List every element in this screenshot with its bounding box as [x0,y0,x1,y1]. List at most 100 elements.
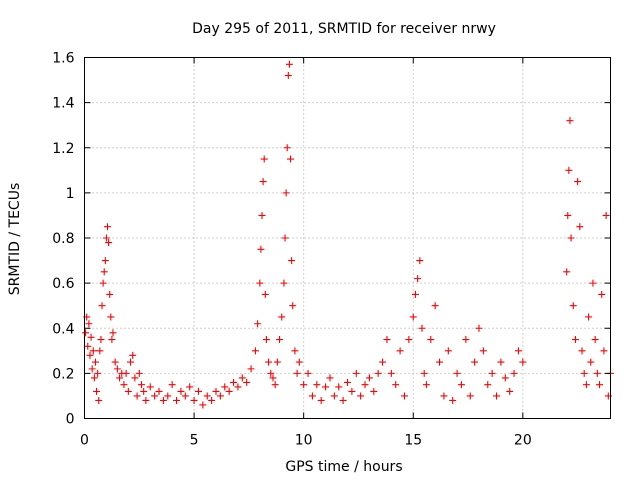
data-point [466,392,474,400]
data-point [488,369,496,377]
y-tick-label: 0.6 [52,276,74,292]
data-point [282,189,290,197]
data-point [265,358,273,366]
y-tick-label: 0.8 [52,231,74,247]
data-point [462,336,470,344]
data-point [234,383,242,391]
data-point [574,178,582,186]
data-point [411,290,419,298]
data-point [260,155,268,163]
data-point [190,396,198,404]
data-point [212,387,220,395]
data-point [177,387,185,395]
data-point [273,358,281,366]
data-point [238,374,246,382]
data-point [124,387,132,395]
data-point [140,387,148,395]
data-point [289,302,297,310]
data-point [91,358,99,366]
data-point [304,369,312,377]
data-point [440,392,448,400]
data-point [326,374,334,382]
data-point [256,279,264,287]
data-point [569,302,577,310]
data-point [93,387,101,395]
data-point [159,396,167,404]
data-point [300,381,308,389]
data-point [82,329,90,337]
data-point [164,392,172,400]
data-point [109,329,117,337]
data-point [127,358,135,366]
data-point [94,369,102,377]
data-point [243,378,251,386]
y-tick-label: 1.6 [52,51,74,67]
data-point [106,290,114,298]
data-point [501,374,509,382]
data-point [120,381,128,389]
data-point [422,381,430,389]
y-tick-label: 0 [66,412,75,428]
x-tick-label: 15 [404,433,422,449]
data-point [287,155,295,163]
data-point [479,347,487,355]
data-point [199,401,207,409]
data-point [281,234,289,242]
data-point [280,279,288,287]
data-point [335,383,343,391]
data-point [339,396,347,404]
data-point [99,279,107,287]
plot-frame [84,57,611,419]
data-point [113,365,121,373]
data-point [151,392,159,400]
data-point [97,336,105,344]
data-point [374,369,382,377]
data-point [589,279,597,287]
data-point [84,342,92,350]
data-point [90,374,98,382]
data-point [580,369,588,377]
data-point [87,333,95,341]
data-point [262,336,270,344]
x-tick-label: 20 [514,433,532,449]
data-point [396,347,404,355]
data-point [563,268,571,276]
data-point [379,358,387,366]
data-point [173,396,181,404]
data-point [420,369,428,377]
chart-title: Day 295 of 2011, SRMTID for receiver nrw… [192,21,496,37]
data-point [135,369,143,377]
data-point [475,324,483,332]
data-point [137,381,145,389]
data-series-srmtid [82,60,614,409]
data-point [497,358,505,366]
data-point [409,313,417,321]
data-point [344,378,351,386]
data-point [576,223,584,231]
data-point [582,381,590,389]
data-point [203,392,211,400]
data-point [427,336,435,344]
data-point [291,347,299,355]
y-axis-label: SRMTID / TECUs [7,183,23,296]
data-point [484,381,492,389]
data-point [564,211,572,219]
data-point [283,144,291,152]
data-point [493,392,501,400]
x-tick-label: 0 [80,433,89,449]
data-point [96,347,104,355]
data-point [104,223,112,231]
data-point [317,396,325,404]
data-point [352,369,360,377]
data-point [566,117,574,125]
data-point [387,369,395,377]
data-point [416,257,424,265]
data-point [285,60,293,68]
data-point [221,383,229,391]
data-point [405,336,413,344]
data-point [261,290,269,298]
data-point [571,336,579,344]
data-point [308,392,316,400]
data-point [269,374,277,382]
